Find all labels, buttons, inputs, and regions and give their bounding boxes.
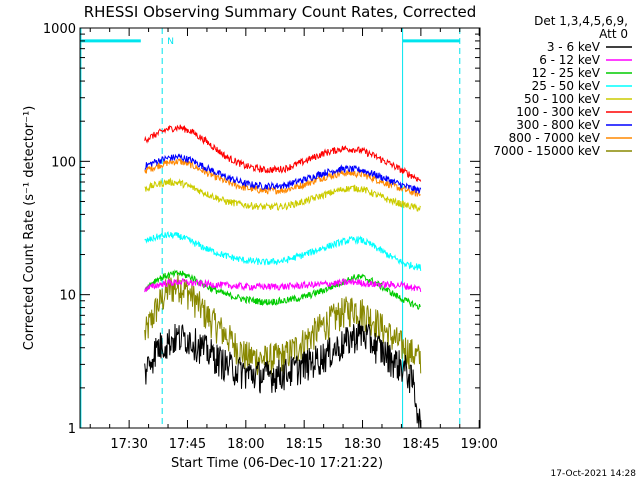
series-line-2 [144,269,421,311]
legend-label-0: 3 - 6 keV [547,40,601,54]
legend-label-2: 12 - 25 keV [532,66,601,80]
x-tick-label: 18:15 [285,437,322,452]
series-line-3 [144,231,422,271]
y-tick-label: 1 [68,422,76,437]
y-tick-label: 100 [51,155,76,170]
y-tick-label: 1000 [43,22,76,37]
series-line-7 [144,157,421,197]
night-saa-annotations: N [80,28,461,428]
x-tick-label: 17:45 [169,437,206,452]
y-axis-label: Corrected Count Rate (s⁻¹ detector⁻¹) [22,106,37,351]
legend-label-1: 6 - 12 keV [539,53,601,67]
legend-label-8: 7000 - 15000 keV [493,144,600,158]
legend-header-line-2: Att 0 [599,27,628,41]
y-tick-label: 10 [59,289,76,304]
series-line-6 [144,153,422,194]
series-group [144,124,422,429]
series-line-1 [144,278,422,293]
x-tick-label: 19:00 [460,437,497,452]
axis-frame [79,27,481,429]
series-line-5 [144,124,422,182]
legend-label-6: 300 - 800 keV [516,118,600,132]
x-axis-label: Start Time (06-Dec-10 17:21:22) [171,456,383,471]
x-tick-label: 18:45 [402,437,439,452]
series-line-4 [144,177,422,212]
legend-header-line-1: Det 1,3,4,5,6,9, [534,14,628,28]
x-tick-label: 18:00 [227,437,264,452]
saa-label: N [167,37,174,47]
chart-title: RHESSI Observing Summary Count Rates, Co… [84,3,477,21]
generation-timestamp: 17-Oct-2021 14:28 [551,469,637,479]
series-line-0 [144,320,422,429]
x-tick-label: 17:30 [110,437,147,452]
legend-label-7: 800 - 7000 keV [509,131,601,145]
legend-label-3: 25 - 50 keV [532,79,601,93]
x-tick-label: 18:30 [344,437,381,452]
axes: 17:30 17:45 18:00 18:15 18:30 18:45 19:00 1 10 10… [43,22,498,452]
legend-label-4: 50 - 100 keV [524,92,601,106]
legend-label-5: 100 - 300 keV [516,105,600,119]
